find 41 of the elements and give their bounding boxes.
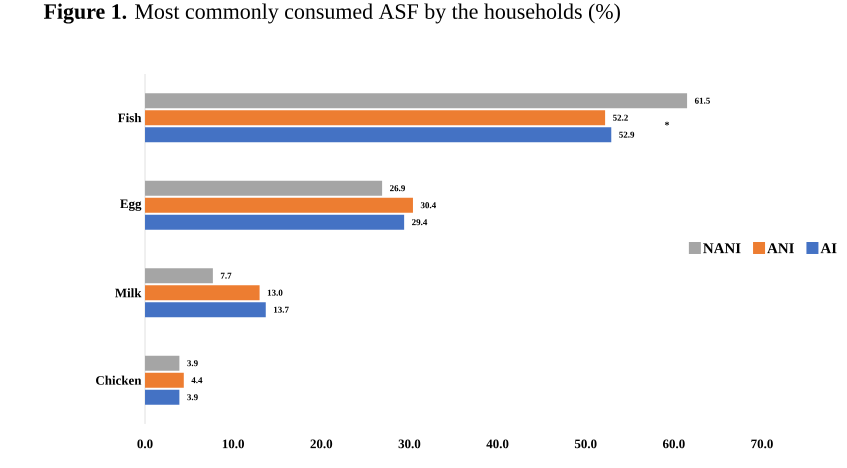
y-tick-label: Fish: [118, 113, 142, 122]
bar: [145, 268, 213, 284]
x-tick-label: 20.0: [310, 440, 332, 448]
data-label: 61.5: [694, 98, 710, 104]
data-label: 13.0: [268, 290, 282, 296]
x-tick-label: 0.0: [137, 440, 153, 448]
data-label: 52.9: [619, 132, 634, 138]
data-label: 30.4: [420, 202, 436, 208]
bar: [145, 302, 266, 318]
bar: [145, 390, 180, 405]
legend-label: NANI: [703, 243, 741, 254]
data-label: 52.2: [612, 114, 628, 121]
bar: [145, 285, 260, 300]
bar: [145, 93, 688, 108]
x-tick-label: 70.0: [751, 440, 773, 448]
x-tick-label: 50.0: [574, 440, 597, 448]
data-label: 26.9: [390, 185, 405, 192]
bar: [145, 214, 404, 230]
legend-label: ANI: [767, 243, 794, 254]
legend-label: AI: [820, 243, 837, 254]
y-tick-label: Egg: [120, 200, 142, 211]
y-tick-label: Chicken: [96, 376, 142, 385]
x-tick-label: 10.0: [222, 440, 244, 448]
bar: [145, 356, 180, 371]
bar: [145, 127, 612, 142]
data-label: 3.9: [187, 360, 198, 366]
bar: [145, 180, 382, 196]
data-label: 29.4: [412, 219, 428, 226]
y-tick-label: Milk: [115, 288, 142, 298]
chart-title: Figure 1. Most commonly consumed ASF by the households (%): [44, 4, 620, 24]
x-tick-label: 60.0: [662, 440, 685, 448]
bar: [145, 110, 606, 126]
data-label: 13.7: [274, 306, 289, 313]
data-label: 4.4: [191, 377, 202, 384]
bar: [145, 372, 184, 388]
data-label: 7.7: [220, 272, 232, 279]
data-label: 3.9: [187, 394, 198, 400]
x-tick-label: 30.0: [398, 440, 420, 448]
annotation: *: [664, 122, 670, 126]
x-tick-label: 40.0: [486, 440, 508, 448]
bar: [145, 198, 413, 213]
